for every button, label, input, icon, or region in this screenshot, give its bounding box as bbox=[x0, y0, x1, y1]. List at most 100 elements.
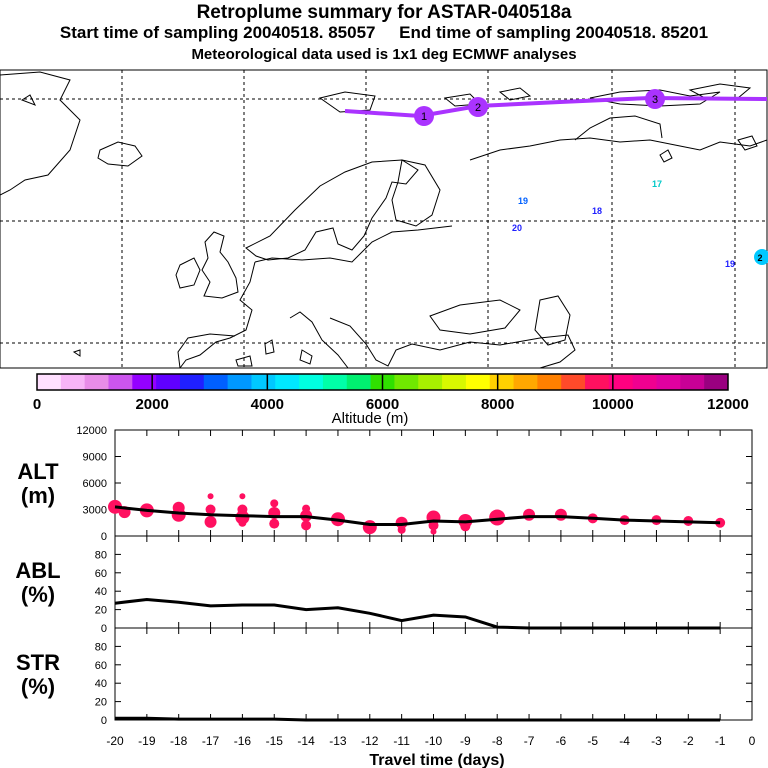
x-tick-label: -12 bbox=[361, 734, 379, 748]
y-tick-label: 0 bbox=[101, 715, 107, 727]
colorbar-swatch bbox=[561, 374, 586, 390]
colorbar-swatch bbox=[489, 374, 515, 390]
x-tick-label: -10 bbox=[425, 734, 443, 748]
x-tick-label: -15 bbox=[266, 734, 284, 748]
y-tick-label: 0 bbox=[101, 623, 107, 635]
colorbar-swatch bbox=[680, 374, 705, 390]
trajectory-marker-3 bbox=[645, 89, 665, 109]
x-tick-label: -9 bbox=[460, 734, 471, 748]
cluster-label-19: 19 bbox=[518, 196, 528, 206]
y-tick-label: 40 bbox=[95, 586, 107, 598]
trajectory-markers: 1 2 3 bbox=[414, 89, 665, 126]
cluster-label-17: 17 bbox=[652, 179, 662, 189]
colorbar-tick-label: 0 bbox=[33, 396, 41, 413]
cluster-labels: 17 19 18 20 19 2 bbox=[512, 179, 768, 269]
colorbar-swatch bbox=[37, 374, 62, 390]
x-tick-label: -8 bbox=[492, 734, 503, 748]
colorbar-tick-label: 8000 bbox=[481, 396, 514, 413]
panel-str: 0 20 40 60 80 STR (%) bbox=[16, 627, 753, 727]
colorbar-swatch bbox=[132, 374, 157, 390]
colorbar-swatch bbox=[394, 374, 419, 390]
colorbar-label: Altitude (m) bbox=[332, 410, 409, 427]
altitude-dot bbox=[207, 493, 214, 500]
colorbar-tick-label: 6000 bbox=[366, 396, 399, 413]
colorbar-swatch bbox=[203, 374, 229, 390]
colorbar-tick-label: 12000 bbox=[707, 396, 749, 413]
colorbar-swatch bbox=[537, 374, 562, 390]
altitude-dot bbox=[362, 520, 377, 535]
europe-map: 1 2 3 17 19 18 20 19 2 bbox=[0, 69, 768, 369]
x-axis-label: Travel time (days) bbox=[369, 752, 504, 768]
series-line-alt bbox=[114, 505, 721, 526]
x-tick-label: -1 bbox=[715, 734, 726, 748]
cluster-label-20: 20 bbox=[512, 223, 522, 233]
colorbar-swatch bbox=[608, 374, 634, 390]
colorbar-swatch bbox=[179, 374, 205, 390]
x-tick-label: -20 bbox=[106, 734, 124, 748]
altitude-dot bbox=[428, 520, 439, 531]
altitude-dot bbox=[397, 525, 406, 534]
colorbar-swatch bbox=[418, 374, 443, 390]
y-tick-label: 80 bbox=[95, 641, 107, 653]
altitude-dot bbox=[204, 515, 217, 528]
colorbar-swatch bbox=[442, 374, 467, 390]
colorbar-swatch bbox=[275, 374, 300, 390]
altitude-dot bbox=[108, 499, 122, 514]
map-frame bbox=[0, 69, 768, 369]
y-tick-label: 6000 bbox=[83, 478, 107, 490]
x-tick-label: -3 bbox=[651, 734, 662, 748]
y-tick-label: 3000 bbox=[83, 505, 107, 517]
x-tick-label: -7 bbox=[524, 734, 535, 748]
colorbar-swatch bbox=[322, 374, 348, 390]
y-tick-label: 0 bbox=[101, 531, 107, 543]
altitude-dot bbox=[205, 504, 216, 515]
x-tick-label: -14 bbox=[297, 734, 315, 748]
trajectory-label-1: 1 bbox=[421, 111, 427, 123]
altitude-dot bbox=[489, 509, 506, 526]
x-tick-label: -18 bbox=[170, 734, 188, 748]
altitude-dot bbox=[269, 518, 280, 529]
altitude-dot bbox=[171, 507, 186, 522]
colorbar-swatch bbox=[346, 374, 372, 390]
y-axis-label: ABL (%) bbox=[15, 558, 60, 607]
colorbar-swatch bbox=[156, 374, 181, 390]
altitude-dot bbox=[301, 520, 312, 531]
altitude-dot bbox=[430, 528, 437, 535]
y-tick-label: 9000 bbox=[83, 452, 107, 464]
map-gridlines bbox=[0, 70, 767, 368]
series-line-abl bbox=[114, 597, 721, 630]
trajectory-label-3: 3 bbox=[652, 94, 658, 106]
colorbar-swatch bbox=[656, 374, 681, 390]
colorbar-swatch bbox=[704, 374, 729, 390]
x-tick-label: -16 bbox=[234, 734, 252, 748]
altitude-dot bbox=[715, 517, 726, 528]
colorbar-swatch bbox=[251, 374, 276, 390]
trajectory-marker-1 bbox=[414, 106, 434, 126]
y-tick-label: 20 bbox=[95, 605, 107, 617]
y-axis-label: STR (%) bbox=[16, 650, 60, 699]
colorbar-swatch bbox=[299, 374, 324, 390]
colorbar-tick-label: 10000 bbox=[592, 396, 634, 413]
x-tick-label: -13 bbox=[329, 734, 347, 748]
colorbar-swatch bbox=[84, 374, 109, 390]
x-tick-label: -2 bbox=[683, 734, 694, 748]
y-tick-label: 12000 bbox=[76, 425, 107, 437]
x-tick-label: -6 bbox=[556, 734, 567, 748]
altitude-dot bbox=[523, 508, 536, 521]
x-tick-label: -4 bbox=[619, 734, 630, 748]
y-tick-label: 60 bbox=[95, 660, 107, 672]
trajectory-marker-2 bbox=[468, 97, 488, 117]
colorbar-swatch bbox=[227, 374, 252, 390]
series-line-str bbox=[115, 716, 721, 722]
colorbar-swatch bbox=[513, 374, 538, 390]
colorbar-swatch bbox=[60, 374, 86, 390]
y-axis-label: ALT (m) bbox=[17, 459, 59, 508]
colorbar-tick-label: 2000 bbox=[135, 396, 168, 413]
altitude-dot bbox=[554, 508, 567, 521]
colorbar-swatch bbox=[632, 374, 658, 390]
cluster-label-2: 2 bbox=[757, 253, 762, 263]
time-series-panels: 0 3000 6000 9000 12000 ALT (m) 0 20 40 60 80 ABL (%) 0… bbox=[15, 425, 755, 748]
y-tick-label: 80 bbox=[95, 549, 107, 561]
panel-frame bbox=[114, 627, 753, 721]
